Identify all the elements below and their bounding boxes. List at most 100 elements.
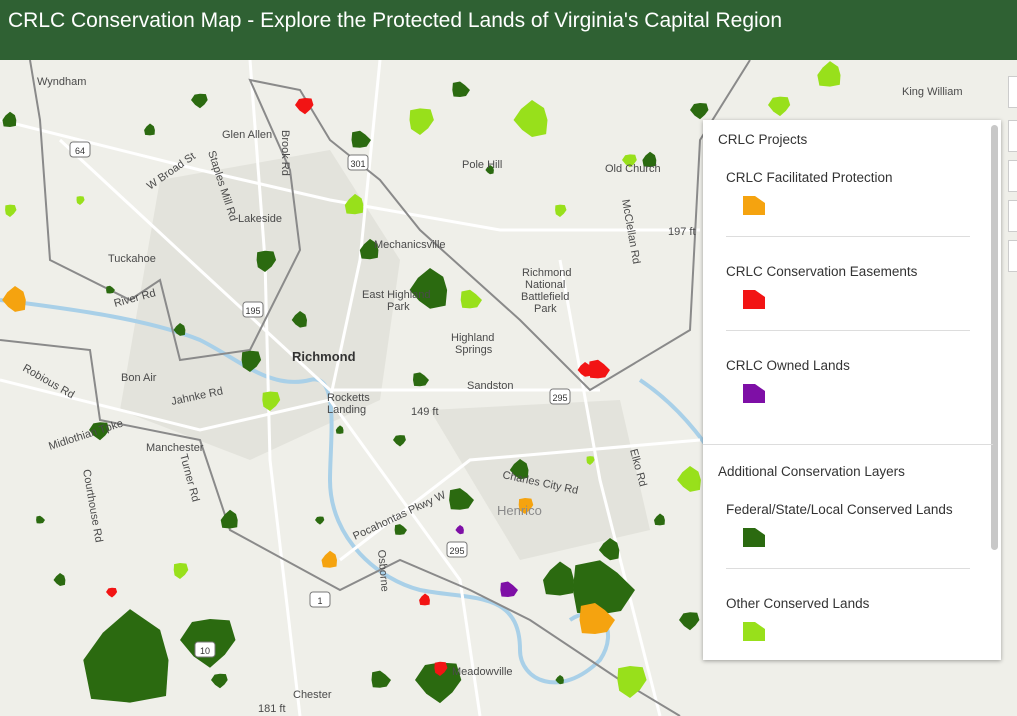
land-patch[interactable] — [106, 285, 115, 294]
land-patch[interactable] — [241, 350, 262, 372]
route-shield — [549, 388, 571, 405]
legend-item-label: CRLC Facilitated Protection — [726, 170, 893, 185]
scrollbar[interactable] — [991, 125, 998, 550]
place-label: Manchester — [146, 442, 204, 454]
land-patch[interactable] — [89, 422, 110, 441]
land-patch[interactable] — [2, 111, 17, 127]
land-patch[interactable] — [256, 250, 277, 272]
land-patch[interactable] — [677, 466, 701, 492]
land-patch[interactable] — [2, 286, 26, 312]
land-patch[interactable] — [415, 662, 462, 704]
land-patch[interactable] — [36, 515, 45, 524]
land-patch[interactable] — [315, 516, 325, 525]
land-patch[interactable] — [572, 560, 635, 615]
land-patch[interactable] — [513, 100, 548, 137]
land-patch[interactable] — [321, 550, 338, 568]
map-tool-button[interactable] — [1008, 240, 1017, 272]
land-patch[interactable] — [579, 603, 616, 634]
swatch-shape — [743, 622, 765, 641]
land-patch[interactable] — [485, 165, 494, 175]
app-title: CRLC Conservation Map - Explore the Prot… — [8, 9, 783, 32]
land-patch[interactable] — [419, 593, 430, 606]
land-patch[interactable] — [295, 98, 314, 115]
map-tool-button[interactable] — [1008, 76, 1017, 108]
legend-swatch — [743, 290, 765, 309]
land-patch[interactable] — [460, 289, 482, 309]
land-patch[interactable] — [768, 96, 791, 117]
legend-item-label: CRLC Owned Lands — [726, 358, 850, 373]
place-label: Tuckahoe — [108, 253, 156, 265]
legend-swatch — [743, 622, 765, 641]
route-shield — [69, 141, 91, 158]
land-patch[interactable] — [617, 666, 647, 698]
map-tool-button[interactable] — [1008, 120, 1017, 152]
land-patch[interactable] — [690, 103, 709, 120]
route-number: 195 — [245, 306, 260, 316]
land-patch[interactable] — [5, 204, 17, 217]
place-label: Henrico — [497, 503, 542, 518]
land-patch[interactable] — [173, 563, 189, 579]
swatch-shape — [743, 196, 765, 215]
land-patch[interactable] — [53, 573, 66, 586]
place-label: 149 ft — [411, 406, 439, 418]
route-number: 10 — [200, 646, 210, 656]
land-patch[interactable] — [449, 488, 474, 510]
land-patch[interactable] — [76, 196, 85, 205]
place-label: Meadowville — [452, 666, 513, 678]
land-patch[interactable] — [173, 323, 186, 336]
place-label: Richmond — [522, 267, 572, 279]
route-number: 301 — [350, 159, 365, 169]
land-patch[interactable] — [335, 425, 344, 434]
land-patch[interactable] — [413, 372, 429, 387]
land-patch[interactable] — [434, 661, 448, 676]
land-patch[interactable] — [577, 362, 592, 377]
land-patch[interactable] — [371, 670, 392, 688]
land-patch[interactable] — [679, 612, 700, 631]
land-patch[interactable] — [642, 151, 657, 167]
land-patch[interactable] — [598, 538, 620, 561]
land-patch[interactable] — [588, 359, 610, 379]
land-patch[interactable] — [654, 513, 665, 526]
land-patch[interactable] — [555, 675, 564, 685]
conserved-land-patches — [2, 61, 841, 704]
map-tool-button[interactable] — [1008, 160, 1017, 192]
legend-swatch — [743, 196, 765, 215]
land-patch[interactable] — [144, 123, 155, 136]
swatch-shape — [743, 528, 765, 547]
land-patch[interactable] — [106, 587, 118, 598]
land-patch[interactable] — [622, 154, 637, 168]
land-patch[interactable] — [452, 81, 470, 98]
land-patch[interactable] — [83, 609, 169, 703]
land-patch[interactable] — [586, 456, 595, 465]
land-patch[interactable] — [817, 61, 841, 87]
route-shield — [309, 591, 331, 608]
swatch-shape — [743, 290, 765, 309]
land-patch[interactable] — [351, 130, 372, 148]
item-divider — [726, 330, 970, 331]
land-patch[interactable] — [211, 673, 228, 689]
land-patch[interactable] — [500, 581, 518, 598]
legend-item-label: Other Conserved Lands — [726, 596, 870, 611]
route-shield — [446, 541, 468, 558]
land-patch[interactable] — [191, 93, 208, 109]
land-patch[interactable] — [262, 391, 281, 412]
map-tool-button[interactable] — [1008, 200, 1017, 232]
legend-swatch — [743, 384, 765, 403]
land-patch[interactable] — [344, 193, 364, 215]
land-patch[interactable] — [394, 524, 407, 535]
land-patch[interactable] — [291, 311, 307, 328]
place-label: National — [525, 279, 565, 291]
land-patch[interactable] — [455, 525, 464, 535]
land-patch[interactable] — [518, 498, 534, 514]
land-patch[interactable] — [409, 268, 448, 309]
land-patch[interactable] — [555, 204, 567, 217]
land-patch[interactable] — [509, 459, 529, 480]
place-label: Springs — [455, 344, 493, 356]
land-patch[interactable] — [393, 435, 406, 447]
land-patch[interactable] — [359, 238, 379, 260]
land-patch[interactable] — [409, 108, 434, 135]
land-patch[interactable] — [543, 561, 574, 596]
land-patch[interactable] — [220, 509, 238, 529]
route-number: 1 — [317, 596, 322, 606]
place-label: 181 ft — [258, 703, 286, 715]
